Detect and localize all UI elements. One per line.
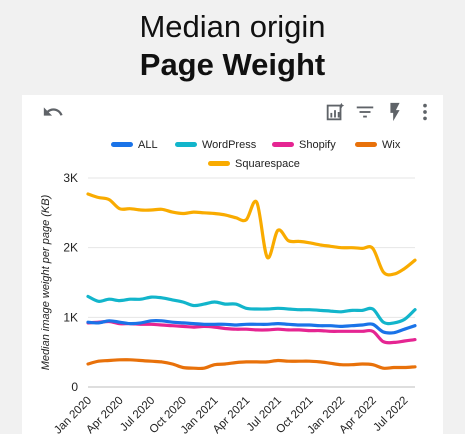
chart-title: Median origin Page Weight <box>0 8 465 84</box>
line-chart: 0 1K 2K 3K Median image weight per page (KB)… <box>40 139 417 434</box>
legend-swatch <box>175 142 197 147</box>
y-axis-label: Median image weight per page (KB) <box>40 194 52 370</box>
y-tick-label: 0 <box>71 380 78 394</box>
legend-label: WordPress <box>202 139 257 151</box>
x-tick-label: Jul 2022 <box>371 395 410 434</box>
legend-swatch <box>272 142 294 147</box>
legend-swatch <box>208 161 230 166</box>
y-tick-label: 2K <box>63 241 78 255</box>
legend-label: ALL <box>138 139 158 151</box>
y-tick-label: 1K <box>63 310 78 324</box>
more-vert-icon[interactable] <box>414 101 436 123</box>
flash-icon[interactable] <box>384 101 406 123</box>
legend-label: Shopify <box>299 139 336 151</box>
chart-card: 0 1K 2K 3K Median image weight per page (KB)… <box>22 95 443 434</box>
series-line-wordpress <box>86 294 417 326</box>
y-tick-label: 3K <box>63 171 78 185</box>
series-line-wix <box>86 358 417 371</box>
undo-icon[interactable] <box>42 101 64 123</box>
title-line-1: Median origin <box>139 9 326 44</box>
legend-label: Wix <box>382 139 401 151</box>
filter-icon[interactable] <box>354 101 376 123</box>
title-line-2: Page Weight <box>139 47 326 82</box>
series-line-squarespace <box>86 192 417 277</box>
legend-swatch <box>111 142 133 147</box>
series-line-all <box>86 319 417 335</box>
chart-insights-icon[interactable] <box>324 101 346 123</box>
legend-label: Squarespace <box>235 158 300 170</box>
legend-swatch <box>355 142 377 147</box>
